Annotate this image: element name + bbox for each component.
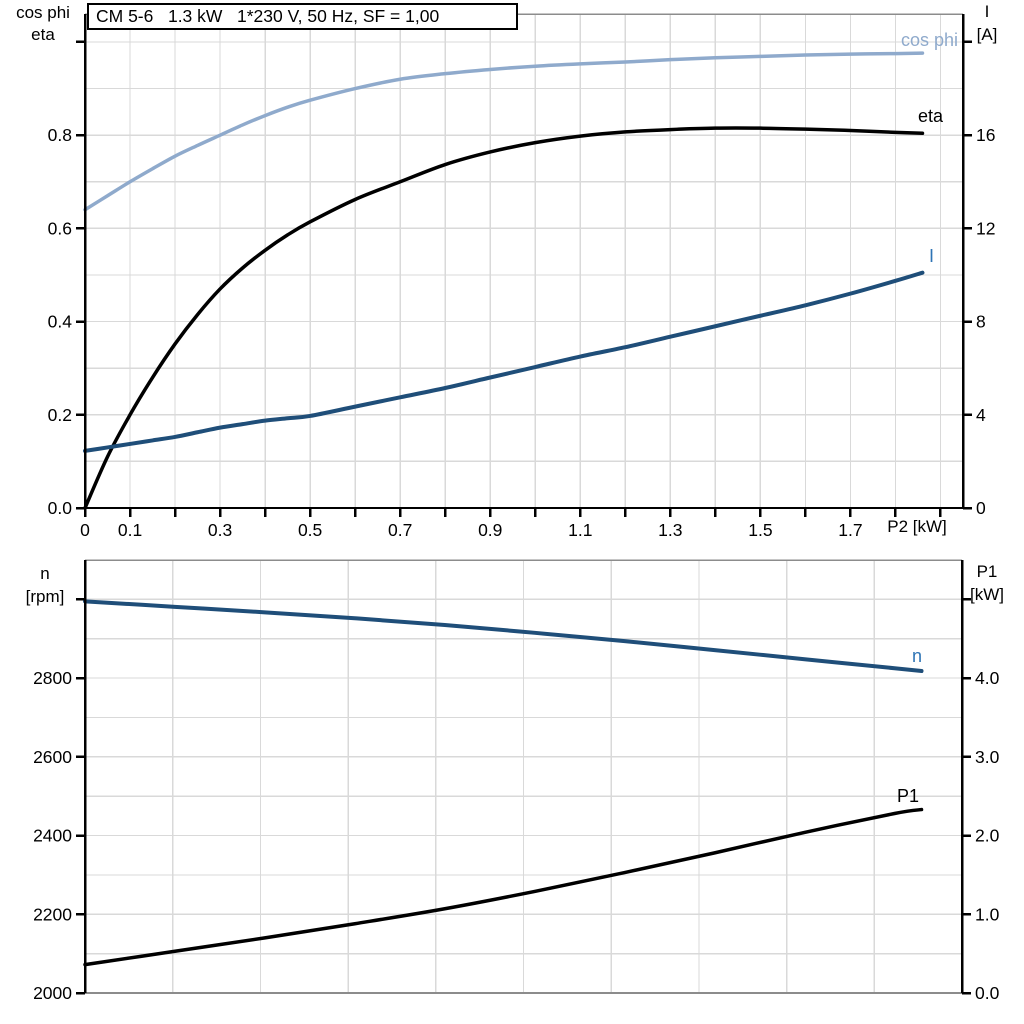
svg-text:0.3: 0.3 — [208, 520, 232, 540]
svg-text:0.5: 0.5 — [298, 520, 322, 540]
axis-label-current-unit: [A] — [976, 25, 998, 44]
svg-text:0.8: 0.8 — [48, 125, 72, 145]
svg-text:2000: 2000 — [33, 983, 72, 1003]
svg-text:1.7: 1.7 — [838, 520, 862, 540]
svg-text:1.1: 1.1 — [568, 520, 592, 540]
svg-text:1.0: 1.0 — [975, 904, 1000, 924]
svg-text:12: 12 — [976, 218, 995, 238]
svg-text:0.7: 0.7 — [388, 520, 412, 540]
axis-label-p1: P1 — [976, 562, 998, 581]
axis-label-p1-unit: [kW] — [970, 585, 1004, 604]
svg-text:4.0: 4.0 — [975, 668, 1000, 688]
axis-label-current: I — [984, 2, 990, 21]
svg-text:2800: 2800 — [33, 668, 72, 688]
curve-label-eta: eta — [918, 106, 944, 126]
svg-text:1.5: 1.5 — [748, 520, 772, 540]
svg-text:0.1: 0.1 — [118, 520, 142, 540]
svg-text:2.0: 2.0 — [975, 826, 1000, 846]
svg-text:2600: 2600 — [33, 747, 72, 767]
svg-text:0.9: 0.9 — [478, 520, 502, 540]
svg-text:0.0: 0.0 — [975, 983, 1000, 1003]
svg-text:2400: 2400 — [33, 826, 72, 846]
axis-label-cos-phi: cos phi — [16, 3, 70, 22]
chart-title-text: CM 5-6 1.3 kW 1*230 V, 50 Hz, SF = 1,00 — [96, 6, 440, 26]
svg-text:0.0: 0.0 — [48, 498, 73, 518]
axis-label-speed-unit: [rpm] — [25, 587, 65, 606]
svg-text:0: 0 — [976, 498, 986, 518]
x-axis-label-p2: P2 [kW] — [887, 517, 947, 536]
curve-label-current: I — [929, 246, 935, 266]
svg-text:16: 16 — [976, 125, 995, 145]
curve-label-p1: P1 — [897, 786, 920, 806]
svg-text:0.4: 0.4 — [48, 312, 73, 332]
chart-title-box: CM 5-6 1.3 kW 1*230 V, 50 Hz, SF = 1,00 — [87, 3, 518, 30]
axis-label-eta: eta — [31, 25, 55, 44]
curve-label-cos-phi: cos phi — [900, 30, 958, 50]
svg-text:0.6: 0.6 — [48, 218, 72, 238]
svg-text:2200: 2200 — [33, 904, 72, 924]
svg-text:0: 0 — [80, 520, 90, 540]
svg-text:4: 4 — [976, 405, 986, 425]
svg-text:0.2: 0.2 — [48, 405, 72, 425]
svg-text:8: 8 — [976, 312, 986, 332]
curve-label-speed: n — [912, 646, 923, 666]
axis-label-speed: n — [40, 564, 50, 583]
svg-text:1.3: 1.3 — [658, 520, 682, 540]
svg-text:3.0: 3.0 — [975, 747, 1000, 767]
